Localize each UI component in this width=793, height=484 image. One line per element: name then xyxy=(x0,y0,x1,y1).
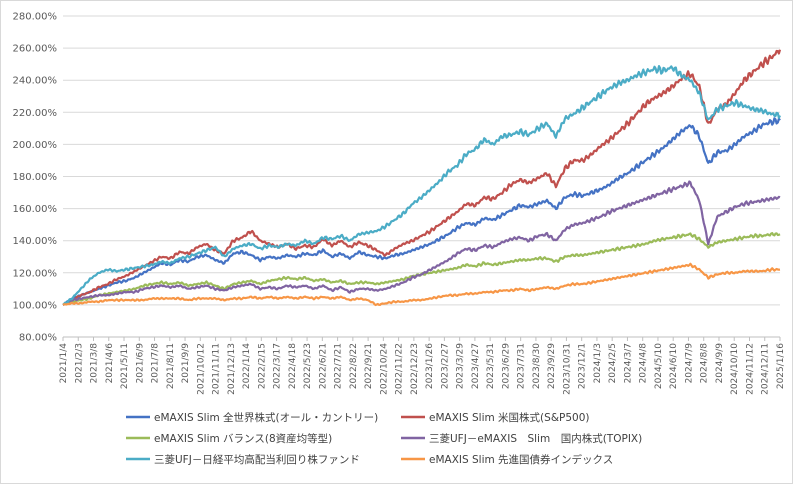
x-tick-label: 2024/5/10 xyxy=(654,343,664,389)
legend: eMAXIS Slim 全世界株式(オール・カントリー) eMAXIS Slim … xyxy=(126,411,642,466)
x-tick-label: 2022/5/23 xyxy=(303,343,313,389)
x-tick-label: 2022/11/22 xyxy=(395,343,405,395)
x-tick-label: 2021/8/11 xyxy=(166,343,176,389)
series-lines xyxy=(62,49,782,307)
x-tick-label: 2024/4/8 xyxy=(639,343,649,384)
legend-entry: 三菱UFJ－日経平均高配当利回り株ファンド xyxy=(154,453,360,466)
legend-entry: 三菱UFJ－eMAXIS Slim 国内株式(TOPIX) xyxy=(429,432,642,445)
x-tick-label: 2021/4/6 xyxy=(105,343,115,384)
x-tick-label: 2021/5/11 xyxy=(120,343,130,389)
series-line-1 xyxy=(62,49,782,306)
x-tick-label: 2022/9/21 xyxy=(364,343,374,389)
x-tick-label: 2024/8/8 xyxy=(700,343,710,384)
x-tick-label: 2022/10/24 xyxy=(379,343,389,395)
y-tick-label: 180.00% xyxy=(13,172,58,183)
x-tick-label: 2021/11/11 xyxy=(212,343,222,395)
y-tick-label: 280.00% xyxy=(13,12,58,23)
y-tick-label: 140.00% xyxy=(13,236,58,247)
x-tick-label: 2023/7/31 xyxy=(517,343,527,389)
x-tick-label: 2021/2/3 xyxy=(74,343,84,383)
x-tick-label: 2024/11/12 xyxy=(745,343,755,395)
legend-entry: eMAXIS Slim 先進国債券インデックス xyxy=(429,453,613,466)
x-tick-label: 2025/1/16 xyxy=(776,343,786,389)
y-tick-label: 260.00% xyxy=(13,44,58,55)
x-tick-label: 2024/7/9 xyxy=(684,343,694,384)
x-tick-label: 2022/2/15 xyxy=(257,343,267,389)
x-axis-ticks: 2021/1/4 2021/2/3 2021/3/8 2021/4/6 2021/5/1… xyxy=(59,337,786,395)
x-tick-label: 2022/7/21 xyxy=(334,343,344,389)
x-tick-label: 2023/3/29 xyxy=(456,343,466,389)
x-tick-label: 2021/1/4 xyxy=(59,343,69,384)
x-tick-label: 2024/9/9 xyxy=(715,343,725,384)
x-tick-label: 2021/12/13 xyxy=(227,343,237,395)
x-tick-label: 2022/12/23 xyxy=(410,343,420,395)
legend-entry: eMAXIS Slim 米国株式(S&P500) xyxy=(429,411,589,424)
x-tick-label: 2021/3/8 xyxy=(90,343,100,384)
y-tick-label: 240.00% xyxy=(13,76,58,87)
x-tick-label: 2021/6/9 xyxy=(135,343,145,384)
x-tick-label: 2024/10/10 xyxy=(730,343,740,395)
legend-entry: eMAXIS Slim バランス(8資産均等型) xyxy=(154,432,332,445)
series-line-0 xyxy=(62,117,781,306)
y-tick-label: 200.00% xyxy=(13,140,58,151)
legend-entry: eMAXIS Slim 全世界株式(オール・カントリー) xyxy=(154,411,378,424)
y-tick-label: 120.00% xyxy=(13,268,58,279)
x-tick-label: 2022/8/22 xyxy=(349,343,359,389)
x-tick-label: 2023/12/1 xyxy=(578,343,588,389)
x-tick-label: 2021/7/8 xyxy=(151,343,161,384)
x-tick-label: 2024/6/10 xyxy=(669,343,679,389)
x-tick-label: 2024/3/7 xyxy=(623,343,633,383)
series-line-4 xyxy=(62,64,781,306)
x-tick-label: 2023/1/26 xyxy=(425,343,435,389)
x-tick-label: 2021/9/9 xyxy=(181,343,191,384)
x-tick-label: 2023/6/29 xyxy=(501,343,511,389)
x-tick-label: 2023/8/30 xyxy=(532,343,542,389)
series-line-3 xyxy=(62,180,781,306)
x-tick-label: 2024/1/3 xyxy=(593,343,603,383)
x-tick-label: 2023/4/27 xyxy=(471,343,481,389)
series-line-5 xyxy=(62,262,781,307)
y-tick-label: 80.00% xyxy=(19,333,57,344)
x-tick-label: 2022/3/17 xyxy=(273,343,283,389)
x-tick-label: 2024/2/5 xyxy=(608,343,618,383)
y-tick-label: 100.00% xyxy=(13,300,58,311)
x-tick-label: 2023/9/29 xyxy=(547,343,557,389)
x-tick-label: 2023/10/31 xyxy=(562,343,572,395)
x-tick-label: 2024/12/11 xyxy=(761,343,771,395)
gridlines xyxy=(63,15,780,338)
x-tick-label: 2023/2/27 xyxy=(440,343,450,389)
x-tick-label: 2022/1/14 xyxy=(242,343,252,389)
y-tick-label: 160.00% xyxy=(13,204,58,215)
y-axis-ticks: 80.00% 100.00% 120.00% 140.00% 160.00% 180.00… xyxy=(13,12,58,344)
y-tick-label: 220.00% xyxy=(13,108,58,119)
x-tick-label: 2022/4/18 xyxy=(288,343,298,389)
x-tick-label: 2021/10/12 xyxy=(196,343,206,395)
x-tick-label: 2023/5/31 xyxy=(486,343,496,389)
x-tick-label: 2022/6/21 xyxy=(318,343,328,389)
